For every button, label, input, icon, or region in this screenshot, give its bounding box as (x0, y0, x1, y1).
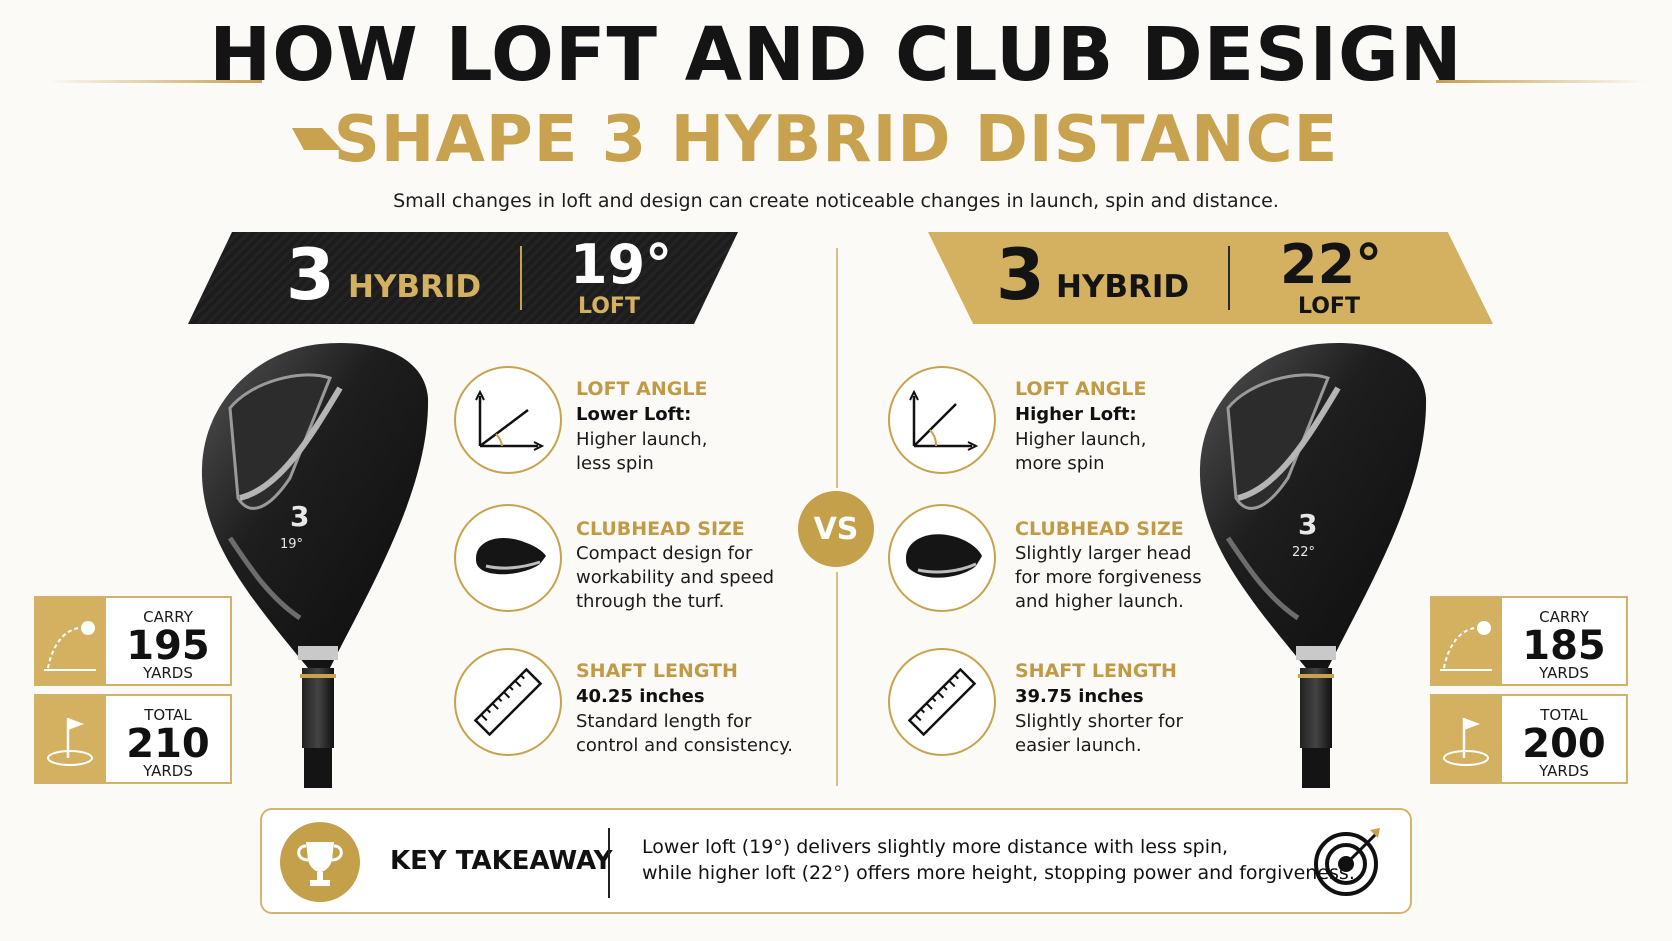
feature-line: through the turf. (576, 591, 725, 612)
takeaway-separator (608, 828, 610, 898)
feature-line: Higher launch, (576, 429, 708, 450)
center-divider-bottom (836, 572, 838, 786)
key-takeaway-panel (260, 808, 1412, 914)
feature-bold: 40.25 inches (576, 686, 705, 707)
feature-line: easier launch. (1015, 735, 1142, 756)
clubhead-icon (888, 504, 996, 612)
center-divider-top (836, 248, 838, 488)
stat-label: CARRY (143, 608, 193, 626)
feature-title: CLUBHEAD SIZE (576, 518, 745, 540)
stat-value: 195 (126, 623, 210, 669)
trophy-icon (280, 822, 360, 902)
stat-label: TOTAL (144, 706, 192, 724)
loft-label: LOFT (1298, 294, 1360, 319)
subtitle-accent-icon (292, 128, 342, 150)
carry-stat-right: CARRY 185 YARDS (1430, 596, 1628, 686)
loft-value: 19° (570, 233, 673, 296)
club-number: 3 (996, 234, 1045, 316)
stat-label: CARRY (1539, 608, 1589, 626)
intro-text: Small changes in loft and design can cre… (393, 190, 1279, 212)
stat-unit: YARDS (143, 664, 193, 682)
takeaway-title: KEY TAKEAWAY (390, 846, 613, 876)
stat-label: TOTAL (1540, 706, 1588, 724)
target-icon (1314, 828, 1380, 896)
feature-line: Standard length for (576, 711, 752, 732)
vs-badge: VS (798, 491, 874, 567)
ball-flight-icon (36, 598, 106, 684)
flag-hole-icon (1432, 696, 1502, 782)
page-title: HOW LOFT AND CLUB DESIGN (209, 12, 1463, 98)
loft-value: 22° (1280, 233, 1383, 296)
stat-value: 185 (1522, 623, 1606, 669)
feature-line: Higher launch, (1015, 429, 1147, 450)
total-stat-right: TOTAL 200 YARDS (1430, 694, 1628, 784)
loft-angle-icon (454, 366, 562, 474)
feature-bold: 39.75 inches (1015, 686, 1144, 707)
feature-title: SHAFT LENGTH (1015, 660, 1177, 682)
takeaway-line: while higher loft (22°) offers more heig… (642, 862, 1355, 884)
banner-separator (1228, 246, 1230, 310)
feature-line: workability and speed (576, 567, 775, 588)
ball-flight-icon (1432, 598, 1502, 684)
stat-unit: YARDS (143, 762, 193, 780)
feature-title: LOFT ANGLE (576, 378, 708, 400)
feature-line: less spin (576, 453, 654, 474)
page-subtitle: SHAPE 3 HYBRID DISTANCE (333, 103, 1339, 177)
title-rule-right (1436, 80, 1646, 83)
hybrid-club-image-left: 3 19° (201, 342, 429, 788)
takeaway-line: Lower loft (19°) delivers slightly more … (642, 836, 1229, 858)
banner-separator (520, 246, 522, 310)
stat-unit: YARDS (1539, 664, 1589, 682)
head-number: 3 (1298, 508, 1317, 541)
carry-stat-left: CARRY 195 YARDS (34, 596, 232, 686)
feature-title: CLUBHEAD SIZE (1015, 518, 1184, 540)
feature-line: more spin (1015, 453, 1105, 474)
feature-bold: Lower Loft: (576, 404, 692, 425)
banner-left: 3 HYBRID 19° LOFT (188, 232, 738, 324)
stat-unit: YARDS (1539, 762, 1589, 780)
feature-line: control and consistency. (576, 735, 794, 756)
loft-angle-icon (888, 366, 996, 474)
ruler-icon (454, 648, 562, 756)
feature-line: Compact design for (576, 543, 753, 564)
club-type: HYBRID (348, 269, 482, 305)
banner-right: 3 HYBRID 22° LOFT (928, 232, 1493, 324)
club-number: 3 (286, 234, 335, 316)
feature-bold: Higher Loft: (1015, 404, 1137, 425)
feature-line: and higher launch. (1015, 591, 1184, 612)
total-stat-left: TOTAL 210 YARDS (34, 694, 232, 784)
stat-value: 200 (1522, 721, 1606, 767)
stat-value: 210 (126, 721, 210, 767)
club-type: HYBRID (1056, 269, 1190, 305)
clubhead-icon (454, 504, 562, 612)
feature-title: SHAFT LENGTH (576, 660, 738, 682)
loft-label: LOFT (578, 294, 640, 319)
feature-line: Slightly shorter for (1015, 711, 1183, 732)
flag-hole-icon (36, 696, 106, 782)
feature-line: for more forgiveness (1015, 567, 1202, 588)
head-number: 3 (290, 500, 309, 533)
head-loft: 22° (1292, 545, 1315, 560)
feature-title: LOFT ANGLE (1015, 378, 1147, 400)
head-loft: 19° (280, 537, 303, 552)
ruler-icon (888, 648, 996, 756)
title-rule-left (48, 80, 262, 83)
hybrid-club-image-right: 3 22° (1199, 342, 1427, 788)
feature-line: Slightly larger head (1015, 543, 1192, 564)
